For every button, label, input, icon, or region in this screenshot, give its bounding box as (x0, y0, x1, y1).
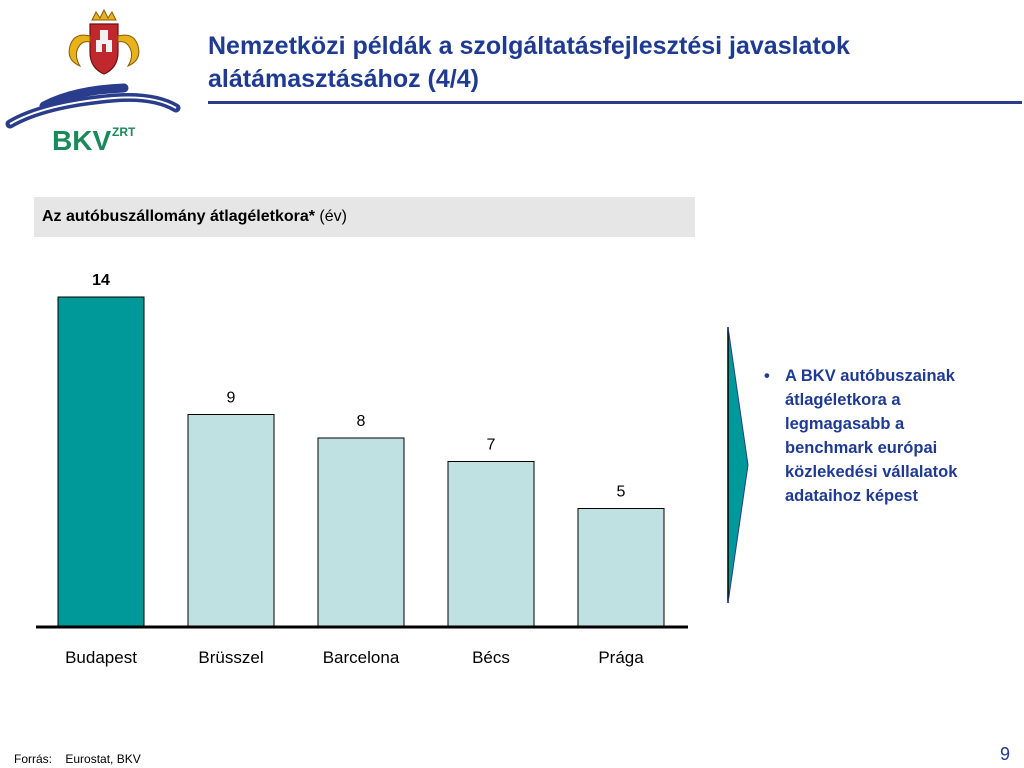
title-divider (208, 101, 1022, 104)
category-label: Barcelona (323, 648, 400, 667)
value-label: 9 (227, 390, 236, 407)
page-number: 9 (999, 744, 1010, 764)
value-label: 7 (487, 437, 496, 454)
callout-text: • A BKV autóbuszainak átlagéletkora a le… (764, 364, 994, 508)
chevron-arrow-icon (727, 326, 749, 604)
category-label: Prága (598, 648, 644, 667)
tracks-icon (5, 83, 181, 129)
page-title: Nemzetközi példák a szolgáltatásfejleszt… (208, 32, 850, 93)
bar-prága (577, 508, 665, 627)
bar-chart: 14 Budapest 9 Brüsszel 8 Barcelona 7 Bécs 5 Prága (36, 272, 688, 667)
logo-superscript: ZRT (112, 125, 136, 139)
bullet: • (764, 367, 770, 385)
bar-bécs (447, 461, 535, 627)
chart-unit: (év) (319, 208, 347, 225)
value-label: 5 (617, 484, 626, 501)
chart-title-box: Az autóbuszállomány átlagéletkora* (év) (34, 197, 695, 237)
source-label: Forrás: (14, 752, 53, 766)
logo-text: BKV (52, 125, 111, 154)
value-label: 14 (92, 272, 110, 289)
chart-title: Az autóbuszállomány átlagéletkora* (42, 208, 315, 225)
source-note: Forrás: Eurostat, BKV (14, 752, 141, 766)
category-label: Brüsszel (198, 648, 263, 667)
value-label: 8 (357, 413, 366, 430)
tracks-highlight-icon (9, 96, 177, 125)
category-label: Bécs (472, 648, 510, 667)
bkv-logo: BKV ZRT (5, 8, 181, 154)
callout-body: A BKV autóbuszainak átlagéletkora a legm… (785, 367, 958, 505)
source-value: Eurostat, BKV (65, 752, 141, 766)
category-label: Budapest (65, 648, 137, 667)
coat-of-arms-icon (68, 8, 140, 75)
bar-brüsszel (187, 414, 275, 627)
bar-budapest (57, 296, 145, 627)
bar-barcelona (317, 437, 405, 627)
